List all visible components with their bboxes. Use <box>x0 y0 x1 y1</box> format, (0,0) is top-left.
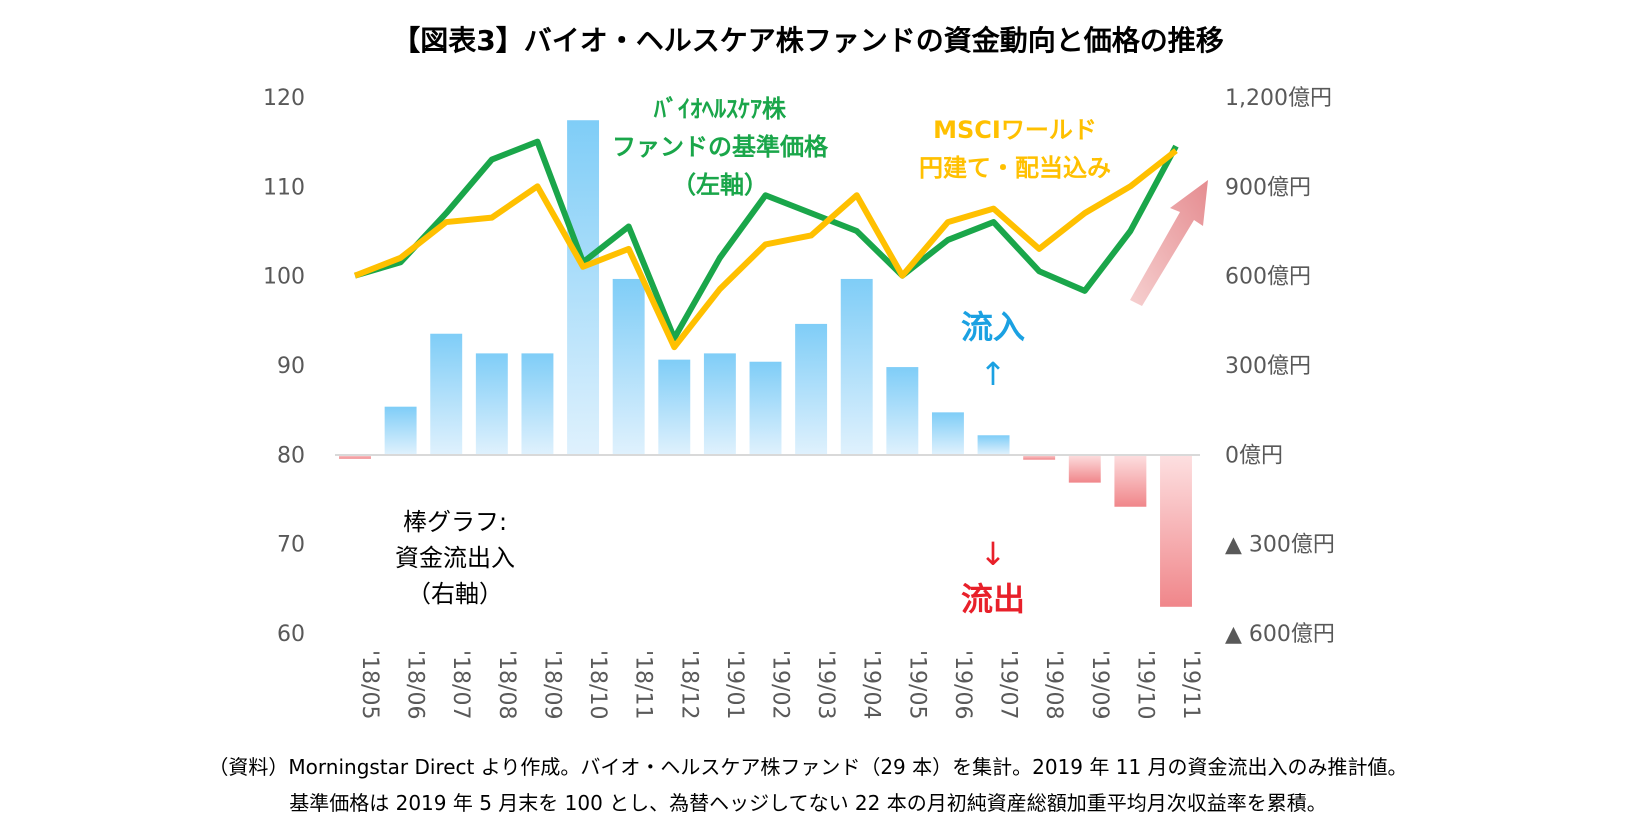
left-tick-label: 70 <box>277 533 305 558</box>
bar-1810 <box>567 120 600 455</box>
bar-chart-label: 資金流出入 <box>395 544 515 572</box>
msci-label: 円建て・配当込み <box>919 154 1111 182</box>
bar-1808 <box>475 353 508 455</box>
fund-price-label: ﾊﾞｲｵﾍﾙｽｹｱ株 <box>653 95 787 123</box>
x-tick-label: '18/06 <box>403 650 428 719</box>
x-tick-label: '18/11 <box>631 650 656 719</box>
bar-1811 <box>612 278 645 455</box>
x-tick-label: '19/04 <box>859 650 884 719</box>
left-axis-ticks: 60 70 80 90 100 110 120 <box>263 86 305 647</box>
msci-label: MSCIワールド <box>933 116 1097 144</box>
x-tick-label: '18/05 <box>357 650 382 719</box>
x-tick-label: '19/07 <box>996 650 1021 719</box>
bar-1809 <box>521 353 554 455</box>
chart-title: 【図表3】バイオ・ヘルスケア株ファンドの資金動向と価格の推移 <box>392 24 1224 57</box>
x-tick-label: '18/12 <box>676 650 701 719</box>
lines <box>353 138 1179 351</box>
x-tick-label: '19/05 <box>904 650 929 719</box>
x-tick-label: '18/09 <box>539 650 564 719</box>
fund-price-line <box>354 138 1179 342</box>
left-tick-label: 90 <box>277 354 305 379</box>
bar-1901 <box>703 353 736 455</box>
x-tick-label: '19/03 <box>813 650 838 719</box>
bars <box>339 120 1192 607</box>
bar-1806 <box>384 406 417 455</box>
left-tick-label: 60 <box>277 622 305 647</box>
x-tick-label: '19/08 <box>1041 650 1066 719</box>
x-tick-label: '18/08 <box>494 650 519 719</box>
fund-price-label: ファンドの基準価格 <box>612 133 829 161</box>
outflow-label: 流出 <box>961 580 1025 618</box>
x-axis-ticks: '18/05 '18/06 '18/07 '18/08 '18/09 '18/10 '18/… <box>357 650 1203 719</box>
bar-1812 <box>658 359 691 455</box>
inflow-label: 流入 <box>961 308 1025 346</box>
right-tick-label: 1,200億円 <box>1225 86 1332 111</box>
bar-1805 <box>339 454 371 459</box>
left-tick-label: 100 <box>263 265 305 290</box>
right-tick-label: 600億円 <box>1225 265 1311 290</box>
down-arrow-icon: ↓ <box>980 535 1007 573</box>
bar-1906 <box>931 412 964 455</box>
bar-1903 <box>795 323 828 455</box>
x-tick-label: '19/09 <box>1087 650 1112 719</box>
bar-1807 <box>430 333 463 455</box>
right-tick-label: ▲ 300億円 <box>1225 533 1335 558</box>
x-tick-label: '18/07 <box>448 650 473 719</box>
x-tick-label: '19/06 <box>950 650 975 719</box>
bar-1909 <box>1068 454 1101 483</box>
bar-1904 <box>840 278 873 455</box>
right-tick-label: 300億円 <box>1225 354 1311 379</box>
left-tick-label: 80 <box>277 443 305 468</box>
right-axis-ticks: ▲ 600億円 ▲ 300億円 0億円 300億円 600億円 900億円 1,200億円 <box>1225 86 1335 647</box>
rising-arrow-icon <box>1130 180 1208 306</box>
right-tick-label: ▲ 600億円 <box>1225 622 1335 647</box>
right-tick-label: 900億円 <box>1225 175 1311 200</box>
left-tick-label: 110 <box>263 175 305 200</box>
footnote-line-2: 基準価格は 2019 年 5 月末を 100 とし、為替ヘッジしてない 22 本… <box>289 791 1327 815</box>
bar-chart-label: 棒グラフ: <box>403 508 507 536</box>
bar-chart-label: （右軸） <box>407 580 503 608</box>
right-tick-label: 0億円 <box>1225 443 1283 468</box>
bar-1902 <box>749 361 782 455</box>
bar-1905 <box>886 367 919 455</box>
x-tick-label: '19/10 <box>1132 650 1157 719</box>
bar-1907 <box>977 435 1010 455</box>
x-tick-label: '18/10 <box>585 650 610 719</box>
footnote-line-1: （資料）Morningstar Direct より作成。バイオ・ヘルスケア株ファ… <box>208 755 1407 779</box>
bar-1910 <box>1114 454 1147 507</box>
fund-price-label: （左軸） <box>672 171 768 199</box>
left-tick-label: 120 <box>263 86 305 111</box>
x-tick-label: '19/01 <box>722 650 747 719</box>
msci-world-line <box>353 148 1178 351</box>
up-arrow-icon: ↑ <box>980 355 1007 393</box>
x-tick-label: '19/11 <box>1178 650 1203 719</box>
x-tick-label: '19/02 <box>768 650 793 719</box>
bar-1908 <box>1023 454 1056 460</box>
bar-1911 <box>1160 454 1192 607</box>
